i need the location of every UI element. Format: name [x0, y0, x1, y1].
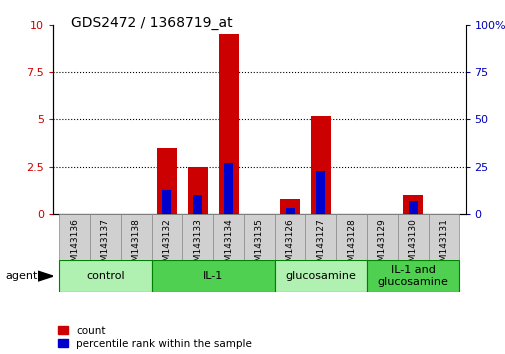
Text: GSM143131: GSM143131 — [439, 218, 447, 273]
Text: GSM143134: GSM143134 — [224, 218, 233, 273]
Text: GSM143130: GSM143130 — [408, 218, 417, 273]
Bar — [213, 214, 243, 260]
Bar — [121, 214, 152, 260]
Bar — [428, 214, 459, 260]
Bar — [366, 260, 459, 292]
Bar — [193, 195, 202, 214]
Bar — [224, 163, 233, 214]
Bar — [336, 214, 366, 260]
Bar — [152, 214, 182, 260]
Text: GSM143136: GSM143136 — [70, 218, 79, 273]
Bar — [274, 214, 305, 260]
Bar — [285, 209, 294, 214]
Text: GSM143126: GSM143126 — [285, 218, 294, 273]
Bar — [310, 116, 330, 214]
Bar — [182, 214, 213, 260]
Bar — [187, 167, 208, 214]
Bar — [59, 214, 90, 260]
Bar — [316, 171, 325, 214]
Text: GSM143133: GSM143133 — [193, 218, 202, 273]
Text: GSM143132: GSM143132 — [162, 218, 171, 273]
Bar — [59, 260, 152, 292]
Polygon shape — [38, 271, 53, 281]
Bar — [218, 34, 238, 214]
Text: control: control — [86, 271, 125, 281]
Text: GSM143127: GSM143127 — [316, 218, 325, 273]
Text: IL-1 and
glucosamine: IL-1 and glucosamine — [377, 265, 448, 287]
Bar — [280, 199, 299, 214]
Text: GSM143137: GSM143137 — [101, 218, 110, 273]
Text: glucosamine: glucosamine — [285, 271, 356, 281]
Bar — [305, 214, 336, 260]
Legend: count, percentile rank within the sample: count, percentile rank within the sample — [58, 326, 251, 349]
Bar — [152, 260, 274, 292]
Bar — [243, 214, 274, 260]
Text: IL-1: IL-1 — [203, 271, 223, 281]
Bar — [90, 214, 121, 260]
Text: GSM143128: GSM143128 — [346, 218, 356, 273]
Text: GSM143129: GSM143129 — [377, 218, 386, 273]
Bar — [162, 189, 171, 214]
Bar — [366, 214, 397, 260]
Bar — [274, 260, 366, 292]
Text: GSM143135: GSM143135 — [255, 218, 263, 273]
Text: GDS2472 / 1368719_at: GDS2472 / 1368719_at — [71, 16, 232, 30]
Bar — [157, 148, 177, 214]
Text: GSM143138: GSM143138 — [131, 218, 140, 273]
Bar — [397, 214, 428, 260]
Text: agent: agent — [5, 271, 37, 281]
Bar — [402, 195, 422, 214]
Bar — [408, 201, 417, 214]
